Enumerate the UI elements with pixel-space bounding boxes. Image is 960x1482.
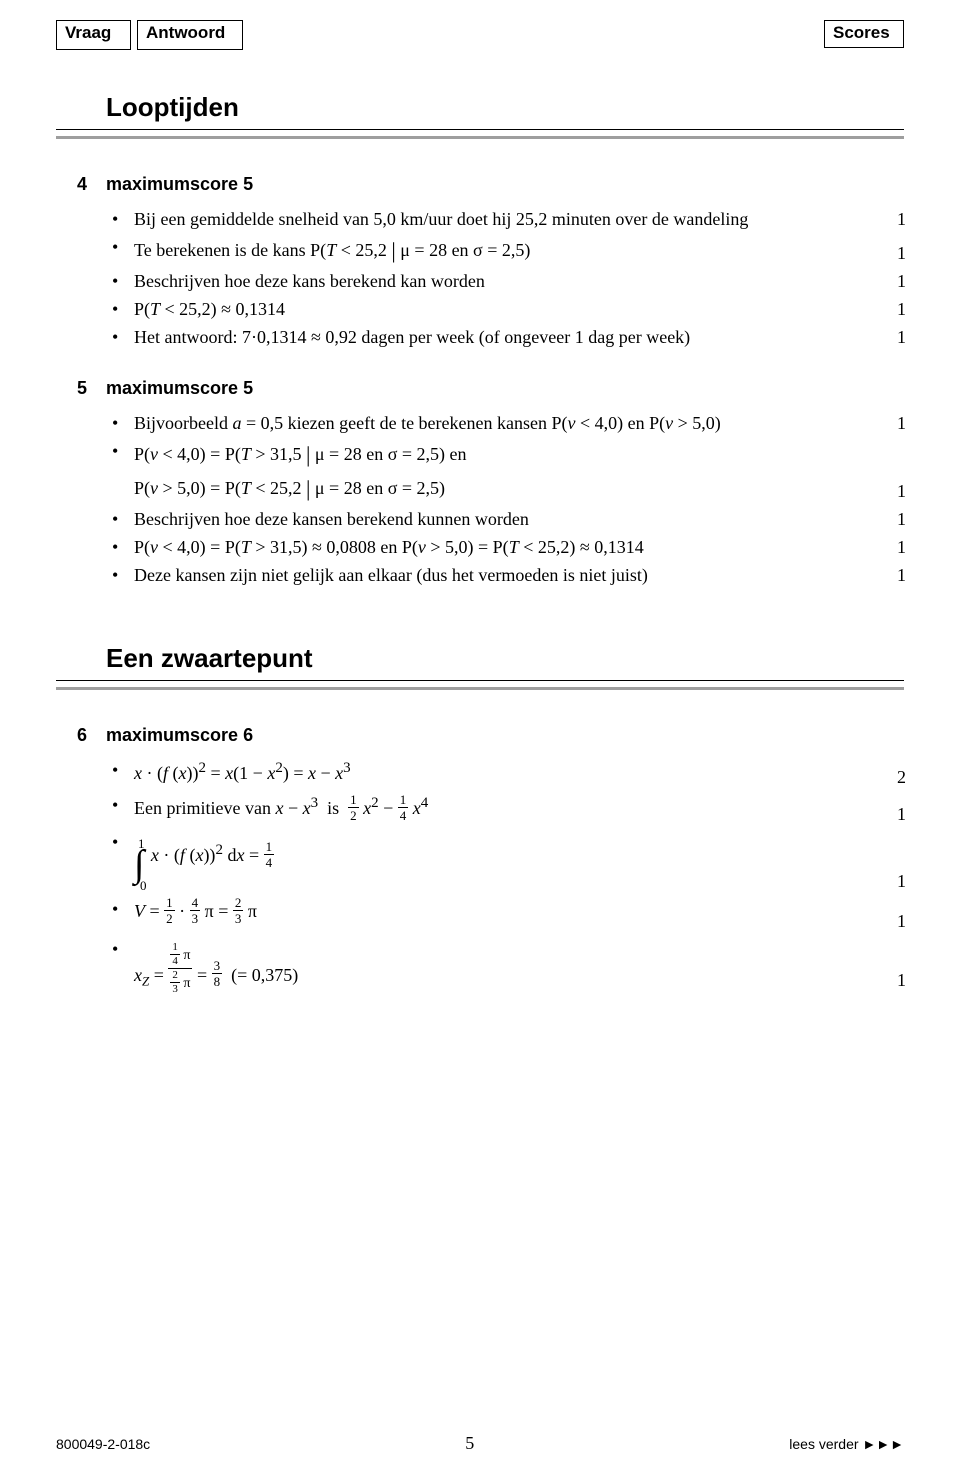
q6-bullet-2: Een primitieve van x − x3 is 12 x2 − 14 … [106, 792, 904, 829]
q6-number: 6 [64, 725, 100, 746]
q6-bullet-1: x · (f (x))2 = x(1 − x2) = x − x3 2 [106, 757, 904, 792]
q5-b1-text: Bijvoorbeeld a = 0,5 kiezen geeft de te … [134, 413, 721, 433]
q5-b5-score: 1 [897, 562, 906, 590]
q6-b3-text: ∫10 x · (f (x))2 dx = 14 [134, 845, 274, 865]
q6-b4-text: V = 12 · 43 π = 23 π [134, 901, 257, 921]
q5-b1-score: 1 [897, 410, 906, 438]
header-vraag: Vraag [56, 20, 131, 50]
q6-maxscore: maximumscore 6 [106, 725, 253, 745]
section-title-zwaartepunt: Een zwaartepunt [106, 643, 904, 674]
q5-b4-score: 1 [897, 534, 906, 562]
q6-b5-score: 1 [897, 967, 906, 995]
q4-b3-text: Beschrijven hoe deze kans berekend kan w… [134, 271, 485, 291]
q5-b4-text: P(v < 4,0) = P(T > 31,5) ≈ 0,0808 en P(v… [134, 537, 644, 557]
footer: 800049-2-018c 5 lees verder ►►► [56, 1433, 904, 1454]
q5-b2-text: P(v < 4,0) = P(T > 31,5 | μ = 28 en σ = … [134, 444, 467, 498]
q4-b2-text: Te berekenen is de kans P(T < 25,2 | μ =… [134, 240, 530, 260]
q6-b3-score: 1 [897, 868, 906, 896]
q6-head: 6 maximumscore 6 [106, 725, 904, 749]
q4-b4-text: P(T < 25,2) ≈ 0,1314 [134, 299, 285, 319]
q4-bullet-5: Het antwoord: 7·0,1314 ≈ 0,92 dagen per … [106, 324, 904, 352]
section-title-looptijden: Looptijden [106, 92, 904, 123]
q5-bullet-1: Bijvoorbeeld a = 0,5 kiezen geeft de te … [106, 410, 904, 438]
q4-bullet-4: P(T < 25,2) ≈ 0,1314 1 [106, 296, 904, 324]
q6-b2-text: Een primitieve van x − x3 is 12 x2 − 14 … [134, 798, 428, 818]
q6-bullet-3: ∫10 x · (f (x))2 dx = 14 1 [106, 829, 904, 896]
header-antwoord: Antwoord [137, 20, 243, 50]
header-row: Vraag Antwoord Scores [56, 20, 904, 50]
q4-b1-score: 1 [897, 206, 906, 234]
q4-b2-score: 1 [897, 240, 906, 268]
q6-bullet-4: V = 12 · 43 π = 23 π 1 [106, 896, 904, 936]
question-6: 6 maximumscore 6 x · (f (x))2 = x(1 − x2… [56, 725, 904, 994]
q5-b3-text: Beschrijven hoe deze kansen berekend kun… [134, 509, 529, 529]
q4-bullet-1: Bij een gemiddelde snelheid van 5,0 km/u… [106, 206, 904, 234]
q4-number: 4 [64, 174, 100, 195]
q4-b4-score: 1 [897, 296, 906, 324]
q5-bullet-3: Beschrijven hoe deze kansen berekend kun… [106, 506, 904, 534]
q5-b5-text: Deze kansen zijn niet gelijk aan elkaar … [134, 565, 648, 585]
q5-b2-score: 1 [897, 478, 906, 506]
section-rule-1 [56, 129, 904, 136]
q6-b2-score: 1 [897, 801, 906, 829]
q6-b1-text: x · (f (x))2 = x(1 − x2) = x − x3 [134, 763, 351, 783]
q5-head: 5 maximumscore 5 [106, 378, 904, 402]
page-number: 5 [465, 1433, 474, 1454]
q6-b4-score: 1 [897, 908, 906, 936]
doc-code: 800049-2-018c [56, 1436, 150, 1452]
q5-bullet-2: P(v < 4,0) = P(T > 31,5 | μ = 28 en σ = … [106, 438, 904, 506]
q5-bullet-4: P(v < 4,0) = P(T > 31,5) ≈ 0,0808 en P(v… [106, 534, 904, 562]
q4-b1-text: Bij een gemiddelde snelheid van 5,0 km/u… [134, 209, 748, 229]
q4-b5-score: 1 [897, 324, 906, 352]
q5-number: 5 [64, 378, 100, 399]
q4-bullet-3: Beschrijven hoe deze kans berekend kan w… [106, 268, 904, 296]
q4-bullet-2: Te berekenen is de kans P(T < 25,2 | μ =… [106, 234, 904, 268]
section-rule-2 [56, 680, 904, 687]
q6-b1-score: 2 [897, 764, 906, 792]
q5-bullet-5: Deze kansen zijn niet gelijk aan elkaar … [106, 562, 904, 590]
q5-b3-score: 1 [897, 506, 906, 534]
q6-b5-text: xZ = 14 π23 π = 38 (= 0,375) [134, 965, 298, 985]
q4-head: 4 maximumscore 5 [106, 174, 904, 198]
question-5: 5 maximumscore 5 Bijvoorbeeld a = 0,5 ki… [56, 378, 904, 590]
q6-bullet-5: xZ = 14 π23 π = 38 (= 0,375) 1 [106, 936, 904, 995]
header-scores: Scores [824, 20, 904, 48]
q5-maxscore: maximumscore 5 [106, 378, 253, 398]
q4-maxscore: maximumscore 5 [106, 174, 253, 194]
q4-b5-text: Het antwoord: 7·0,1314 ≈ 0,92 dagen per … [134, 327, 690, 347]
q4-b3-score: 1 [897, 268, 906, 296]
question-4: 4 maximumscore 5 Bij een gemiddelde snel… [56, 174, 904, 352]
page: Vraag Antwoord Scores Looptijden 4 maxim… [0, 0, 960, 1482]
lees-verder: lees verder ►►► [789, 1436, 904, 1452]
